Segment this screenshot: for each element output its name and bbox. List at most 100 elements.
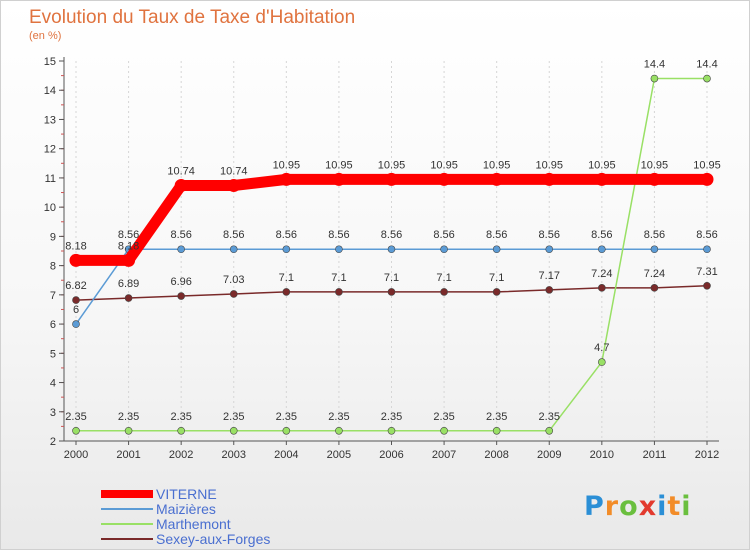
- data-point: [229, 290, 238, 298]
- data-point: [440, 426, 448, 435]
- data-label: 7.24: [591, 268, 612, 280]
- data-point: [545, 426, 554, 435]
- data-labels: 8.18 8.18 10.74 10.74 10.95 10.95 10.95 10.95 10…: [65, 59, 720, 423]
- data-point: [440, 288, 448, 296]
- data-label: 8.56: [433, 229, 454, 241]
- data-label: 8.56: [644, 229, 665, 241]
- data-label: 2.35: [223, 411, 244, 423]
- data-point: [229, 426, 238, 435]
- data-point: [598, 284, 606, 292]
- data-point: [650, 74, 659, 83]
- data-point: [72, 296, 80, 304]
- data-label: 10.95: [273, 159, 301, 171]
- legend-label: Marthemont: [156, 516, 231, 532]
- data-point: [174, 179, 188, 193]
- data-label: 10.95: [378, 159, 406, 171]
- data-label: 8.18: [65, 240, 86, 252]
- data-point: [490, 172, 504, 186]
- data-label: 7.03: [223, 274, 244, 286]
- data-label: 10.95: [588, 159, 616, 171]
- data-point: [650, 284, 659, 292]
- data-point: [335, 245, 343, 254]
- logo-letter: o: [619, 491, 639, 522]
- data-label: 8.56: [170, 229, 191, 241]
- x-tick-label: 2006: [379, 449, 403, 461]
- data-point: [542, 172, 556, 186]
- data-point: [229, 245, 238, 254]
- data-point: [279, 172, 293, 186]
- data-point: [282, 426, 291, 435]
- data-point: [440, 245, 448, 254]
- data-point: [72, 426, 80, 435]
- data-label: 10.74: [220, 166, 248, 178]
- data-point: [598, 358, 606, 366]
- data-label: 7.1: [331, 272, 346, 284]
- data-point: [598, 245, 606, 254]
- data-point: [492, 426, 501, 435]
- logo-letter: i: [657, 491, 668, 522]
- data-label: 6.96: [170, 276, 191, 288]
- y-tick-label: 7: [50, 290, 56, 302]
- data-label: 2.35: [65, 411, 86, 423]
- logo-letter: P: [584, 491, 605, 522]
- data-point: [700, 172, 714, 186]
- data-label: 8.56: [539, 229, 560, 241]
- data-point: [385, 172, 398, 186]
- y-tick-label: 12: [44, 144, 56, 156]
- y-tick-label: 13: [44, 114, 56, 126]
- data-label: 10.95: [535, 159, 563, 171]
- y-tick-label: 14: [44, 85, 56, 97]
- data-point: [124, 294, 133, 302]
- proxiti-logo: Proxiti: [584, 491, 692, 522]
- series-lines: [69, 74, 714, 435]
- y-tick-label: 15: [44, 56, 56, 68]
- data-point: [72, 320, 80, 328]
- data-label: 7.1: [384, 272, 399, 284]
- chart-subtitle: (en %): [29, 30, 62, 42]
- logo-letter: i: [681, 491, 692, 522]
- y-tick-label: 5: [50, 348, 56, 360]
- data-label: 8.56: [486, 229, 507, 241]
- data-point: [492, 288, 501, 296]
- data-label: 8.56: [328, 229, 349, 241]
- logo-letter: r: [604, 491, 620, 522]
- x-tick-label: 2005: [327, 449, 351, 461]
- data-point: [545, 286, 554, 294]
- x-tick-label: 2001: [116, 449, 140, 461]
- data-point: [437, 172, 451, 186]
- data-label: 8.56: [118, 229, 139, 241]
- data-point: [282, 245, 291, 254]
- data-point: [69, 253, 83, 267]
- x-tick-label: 2000: [64, 449, 88, 461]
- y-tick-label: 10: [44, 202, 56, 214]
- x-tick-label: 2009: [537, 449, 561, 461]
- data-point: [650, 245, 659, 254]
- data-label: 8.56: [591, 229, 612, 241]
- data-point: [282, 288, 291, 296]
- x-tick-label: 2008: [484, 449, 508, 461]
- data-point: [122, 253, 136, 267]
- data-point: [177, 292, 185, 300]
- y-tick-label: 6: [50, 319, 56, 331]
- x-tick-label: 2011: [643, 449, 667, 461]
- data-label: 2.35: [118, 411, 139, 423]
- data-label: 10.95: [483, 159, 511, 171]
- data-label: 10.95: [641, 159, 669, 171]
- y-tick-label: 2: [50, 436, 56, 448]
- data-label: 7.17: [539, 270, 560, 282]
- data-label: 2.35: [328, 411, 349, 423]
- data-label: 2.35: [381, 411, 402, 423]
- data-point: [595, 172, 609, 186]
- logo-letter: t: [667, 491, 682, 522]
- logo-letter: x: [638, 491, 658, 522]
- data-label: 8.56: [276, 229, 297, 241]
- x-tick-label: 2010: [590, 449, 614, 461]
- y-tick-label: 4: [50, 378, 56, 390]
- data-label: 4.7: [594, 342, 609, 354]
- data-point: [492, 245, 501, 254]
- data-point: [332, 172, 346, 186]
- data-point: [177, 426, 185, 435]
- chart-title: Evolution du Taux de Taxe d'Habitation: [29, 7, 356, 28]
